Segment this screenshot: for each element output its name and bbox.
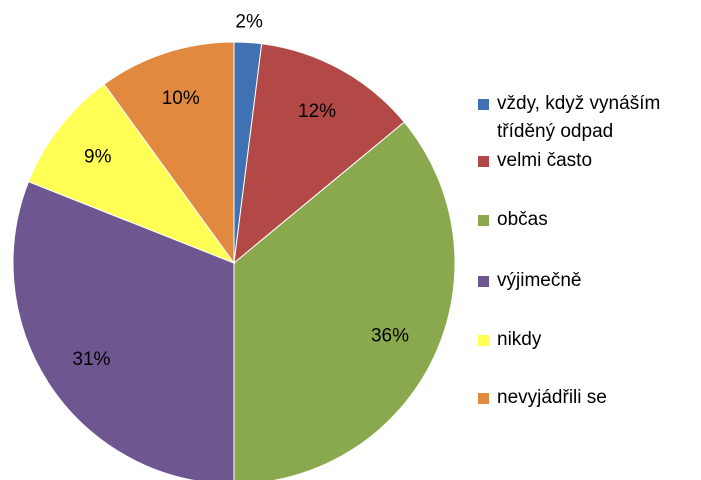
data-label: 2% bbox=[235, 11, 263, 32]
data-label: 12% bbox=[298, 101, 336, 122]
legend-swatch bbox=[478, 215, 489, 226]
pie-slice bbox=[103, 41, 235, 265]
legend-label: vždy, když vynáším tříděný odpad bbox=[497, 93, 661, 142]
legend-label: velmi často bbox=[497, 150, 593, 171]
data-label: 31% bbox=[72, 349, 110, 370]
legend-label: nikdy bbox=[497, 329, 542, 350]
legend-swatch bbox=[478, 276, 489, 287]
legend-label: občas bbox=[497, 209, 548, 230]
legend-swatch bbox=[478, 99, 489, 110]
data-label: 9% bbox=[84, 146, 112, 167]
data-label: 36% bbox=[371, 325, 409, 346]
legend-swatch bbox=[478, 156, 489, 167]
legend-label: výjimečně bbox=[497, 270, 582, 291]
legend-swatch bbox=[478, 335, 489, 346]
legend-label: nevyjádřili se bbox=[497, 387, 607, 408]
pie-slice bbox=[27, 83, 236, 265]
pie-slice bbox=[233, 43, 405, 265]
pie-slice bbox=[233, 121, 456, 480]
pie-slice bbox=[12, 180, 235, 480]
legend-swatch bbox=[478, 393, 489, 404]
data-label: 10% bbox=[162, 88, 200, 109]
